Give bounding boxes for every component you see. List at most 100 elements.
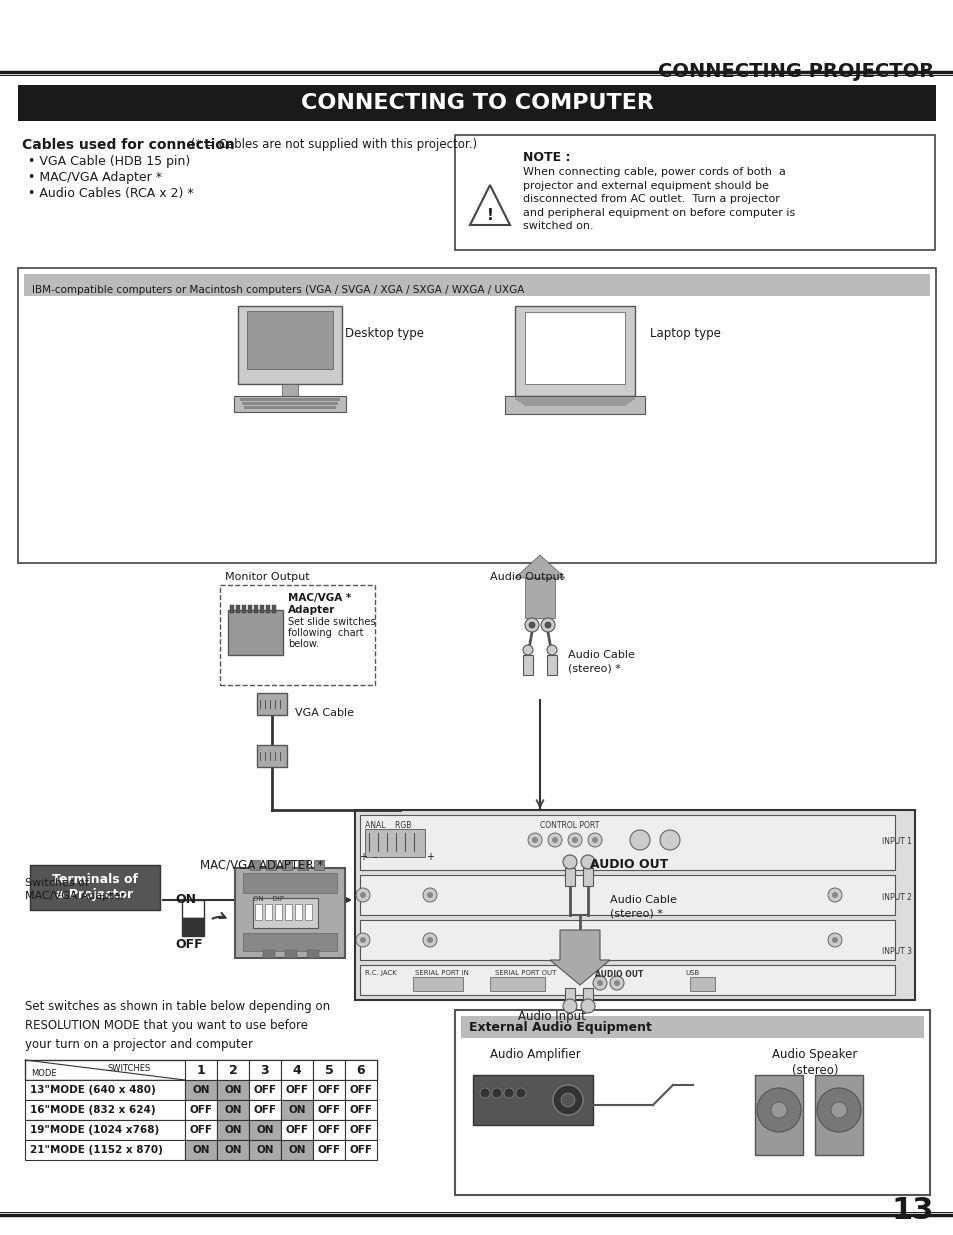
Text: AUDIO OUT: AUDIO OUT: [595, 969, 642, 979]
Bar: [455, 1010, 929, 1195]
Bar: [564, 868, 575, 885]
Text: Audio Amplifier: Audio Amplifier: [489, 1049, 579, 1061]
Bar: [249, 1120, 281, 1140]
Bar: [254, 904, 262, 920]
Text: OFF: OFF: [349, 1125, 372, 1135]
Bar: [220, 585, 375, 685]
Bar: [249, 1140, 281, 1160]
Text: +: +: [426, 852, 434, 862]
Circle shape: [422, 932, 436, 947]
Bar: [281, 1060, 313, 1079]
Polygon shape: [550, 930, 609, 986]
Text: VGA Cable: VGA Cable: [294, 708, 354, 718]
Text: IBM-compatible computers or Macintosh computers (VGA / SVGA / XGA / SXGA / WXGA : IBM-compatible computers or Macintosh co…: [32, 285, 524, 295]
Bar: [504, 396, 644, 414]
Text: R.C. JACK: R.C. JACK: [365, 969, 396, 976]
Text: 13: 13: [891, 1195, 933, 1225]
Bar: [24, 274, 929, 296]
Circle shape: [757, 1088, 801, 1132]
Bar: [25, 1100, 185, 1120]
Polygon shape: [524, 578, 555, 618]
Text: OFF: OFF: [190, 1125, 213, 1135]
Text: -: -: [373, 852, 376, 862]
Circle shape: [355, 932, 370, 947]
Bar: [182, 918, 204, 936]
Text: ON: ON: [193, 1145, 210, 1155]
Bar: [282, 860, 292, 869]
Bar: [582, 988, 593, 1007]
Text: +: +: [358, 852, 367, 862]
Text: SERIAL PORT OUT: SERIAL PORT OUT: [495, 969, 556, 976]
Bar: [235, 605, 240, 613]
Bar: [297, 860, 308, 869]
Text: OFF: OFF: [253, 1086, 276, 1095]
Bar: [182, 900, 204, 918]
Circle shape: [827, 888, 841, 902]
Circle shape: [492, 1088, 501, 1098]
Bar: [460, 1016, 923, 1037]
Bar: [413, 977, 462, 990]
Bar: [345, 1120, 376, 1140]
Text: 19"MODE (1024 x768): 19"MODE (1024 x768): [30, 1125, 159, 1135]
Text: OFF: OFF: [317, 1086, 340, 1095]
Bar: [522, 655, 533, 676]
Bar: [689, 977, 714, 990]
Circle shape: [546, 645, 557, 655]
Circle shape: [479, 1088, 490, 1098]
Text: OFF: OFF: [349, 1105, 372, 1115]
Text: OFF: OFF: [285, 1125, 308, 1135]
Bar: [237, 306, 341, 384]
Text: MODE: MODE: [30, 1070, 56, 1078]
Bar: [25, 1120, 185, 1140]
Bar: [515, 396, 635, 400]
Circle shape: [587, 832, 601, 847]
Bar: [233, 396, 346, 412]
Polygon shape: [515, 555, 564, 578]
Text: Audio Cable
(stereo) *: Audio Cable (stereo) *: [609, 895, 677, 918]
Bar: [260, 605, 264, 613]
Bar: [515, 306, 635, 396]
Text: !: !: [486, 207, 493, 222]
Text: 13"MODE (640 x 480): 13"MODE (640 x 480): [30, 1086, 155, 1095]
Bar: [359, 920, 894, 960]
Circle shape: [593, 976, 606, 990]
Circle shape: [562, 999, 577, 1013]
Text: • VGA Cable (HDB 15 pin): • VGA Cable (HDB 15 pin): [28, 156, 190, 168]
Bar: [564, 988, 575, 1007]
Text: • MAC/VGA Adapter *: • MAC/VGA Adapter *: [28, 170, 162, 184]
Bar: [281, 1120, 313, 1140]
Text: 1: 1: [196, 1063, 205, 1077]
Bar: [473, 1074, 593, 1125]
Bar: [272, 605, 275, 613]
Text: Audio Cable
(stereo) *: Audio Cable (stereo) *: [567, 650, 634, 673]
Circle shape: [597, 981, 602, 986]
Text: CONNECTING PROJECTOR: CONNECTING PROJECTOR: [657, 62, 933, 82]
Bar: [243, 873, 336, 893]
Text: SERIAL PORT IN: SERIAL PORT IN: [415, 969, 468, 976]
Text: ON: ON: [256, 1125, 274, 1135]
Bar: [248, 605, 252, 613]
Circle shape: [540, 618, 555, 632]
Text: ON: ON: [174, 893, 195, 906]
Text: ON: ON: [224, 1105, 241, 1115]
Text: When connecting cable, power cords of both  a
projector and external equipment s: When connecting cable, power cords of bo…: [522, 167, 795, 231]
Bar: [355, 810, 914, 1000]
Text: OFF: OFF: [349, 1145, 372, 1155]
Text: Audio Input: Audio Input: [517, 1010, 585, 1023]
Circle shape: [614, 981, 619, 986]
Circle shape: [532, 837, 537, 844]
Circle shape: [659, 830, 679, 850]
Text: ON: ON: [288, 1105, 305, 1115]
Text: ON: ON: [224, 1125, 241, 1135]
Circle shape: [529, 622, 535, 629]
Bar: [281, 1100, 313, 1120]
Bar: [185, 1120, 216, 1140]
Bar: [314, 860, 324, 869]
Circle shape: [553, 1086, 582, 1115]
Bar: [345, 1140, 376, 1160]
Circle shape: [422, 888, 436, 902]
Bar: [305, 904, 312, 920]
Text: Desktop type: Desktop type: [345, 326, 423, 340]
Text: OFF: OFF: [174, 939, 202, 951]
Bar: [490, 977, 544, 990]
